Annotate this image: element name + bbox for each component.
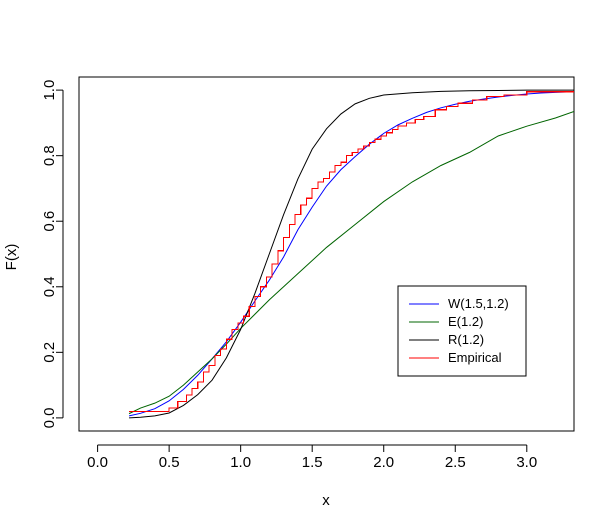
y-axis-tick-label-3: 0.6 [41, 211, 58, 232]
legend-label-1: E(1.2) [448, 314, 483, 329]
axes-group: 0.0 0.5 1.0 1.5 2.0 2.5 3.0 0.0 0.2 0.4 0.6 0.8 1.0 [41, 80, 537, 471]
y-axis-tick-label-2: 0.4 [41, 276, 58, 297]
y-axis-tick-label-1: 0.2 [41, 342, 58, 363]
series-line-3 [129, 91, 574, 412]
legend-label-2: R(1.2) [448, 332, 484, 347]
plot-area [78, 76, 575, 432]
y-axis-label: F(x) [3, 244, 20, 271]
legend-label-3: Empirical [448, 350, 502, 365]
y-axis-tick-label-4: 0.8 [41, 145, 58, 166]
legend: W(1.5,1.2) E(1.2) R(1.2) Empirical [397, 285, 527, 377]
series-line-1 [128, 110, 574, 415]
x-axis-tick-label-4: 2.0 [373, 454, 394, 471]
legend-box [397, 285, 527, 377]
x-axis-tick-label-6: 3.0 [516, 454, 537, 471]
legend-label-0: W(1.5,1.2) [448, 296, 509, 311]
series-group [128, 89, 574, 419]
series-line-2 [129, 89, 574, 419]
x-axis-tick-label-2: 1.0 [230, 454, 251, 471]
x-axis-tick-label-1: 0.5 [159, 454, 180, 471]
x-axis-label: x [322, 492, 330, 509]
plot-frame [78, 76, 575, 432]
x-axis-tick-label-3: 1.5 [302, 454, 323, 471]
x-axis-tick-label-5: 2.5 [445, 454, 466, 471]
y-axis-tick-label-5: 1.0 [41, 80, 58, 101]
x-axis-tick-label-0: 0.0 [87, 454, 108, 471]
series-line-0 [128, 91, 574, 417]
y-axis-tick-label-0: 0.0 [41, 407, 58, 428]
